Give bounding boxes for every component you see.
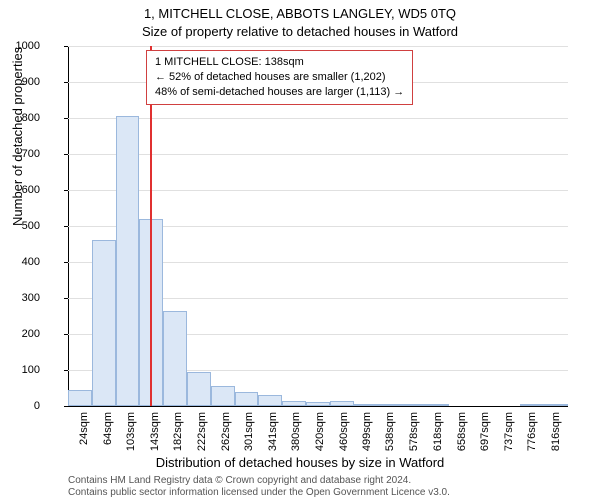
- x-tick-label: 103sqm: [125, 412, 137, 451]
- grid-line: [68, 118, 568, 119]
- x-tick-label: 816sqm: [550, 412, 562, 451]
- histogram-bar: [378, 404, 402, 406]
- grid-line: [68, 154, 568, 155]
- y-tick-label: 0: [0, 400, 40, 412]
- histogram-bar: [68, 390, 92, 406]
- x-tick-label: 460sqm: [338, 412, 350, 451]
- histogram-bar: [425, 404, 449, 406]
- histogram-bar: [187, 372, 211, 406]
- y-tick-mark: [64, 46, 68, 47]
- histogram-bar: [306, 402, 330, 406]
- histogram-bar: [544, 404, 568, 406]
- histogram-bar: [282, 401, 306, 406]
- y-tick-label: 1000: [0, 40, 40, 52]
- x-tick-label: 380sqm: [290, 412, 302, 451]
- y-tick-mark: [64, 226, 68, 227]
- chart-container: 1, MITCHELL CLOSE, ABBOTS LANGLEY, WD5 0…: [0, 0, 600, 500]
- y-tick-mark: [64, 118, 68, 119]
- x-tick-label: 262sqm: [220, 412, 232, 451]
- grid-line: [68, 406, 568, 407]
- x-tick-label: 658sqm: [456, 412, 468, 451]
- histogram-bar: [401, 404, 425, 406]
- grid-line: [68, 190, 568, 191]
- y-tick-label: 800: [0, 112, 40, 124]
- x-tick-label: 697sqm: [479, 412, 491, 451]
- x-tick-label: 737sqm: [503, 412, 515, 451]
- plot-area: 1 MITCHELL CLOSE: 138sqm ← 52% of detach…: [68, 46, 568, 406]
- annotation-line-2: ← 52% of detached houses are smaller (1,…: [155, 70, 404, 85]
- x-tick-label: 222sqm: [196, 412, 208, 451]
- x-tick-label: 538sqm: [384, 412, 396, 451]
- y-tick-mark: [64, 370, 68, 371]
- footer-copyright-1: Contains HM Land Registry data © Crown c…: [68, 475, 411, 486]
- y-tick-label: 900: [0, 76, 40, 88]
- histogram-bar: [116, 116, 140, 406]
- x-tick-label: 578sqm: [408, 412, 420, 451]
- x-tick-label: 776sqm: [526, 412, 538, 451]
- y-tick-mark: [64, 298, 68, 299]
- y-tick-mark: [64, 190, 68, 191]
- x-tick-label: 182sqm: [172, 412, 184, 451]
- y-tick-label: 500: [0, 220, 40, 232]
- histogram-bar: [92, 240, 116, 406]
- annotation-line-3: 48% of semi-detached houses are larger (…: [155, 85, 404, 100]
- y-tick-label: 400: [0, 256, 40, 268]
- grid-line: [68, 46, 568, 47]
- x-tick-label: 64sqm: [102, 412, 114, 445]
- y-tick-mark: [64, 334, 68, 335]
- y-axis-title: Number of detached properties: [10, 47, 25, 226]
- y-tick-mark: [64, 82, 68, 83]
- chart-title-address: 1, MITCHELL CLOSE, ABBOTS LANGLEY, WD5 0…: [0, 6, 600, 21]
- histogram-bar: [258, 395, 282, 406]
- x-tick-label: 420sqm: [314, 412, 326, 451]
- histogram-bar: [520, 404, 544, 406]
- y-tick-mark: [64, 262, 68, 263]
- y-tick-label: 100: [0, 364, 40, 376]
- y-tick-mark: [64, 154, 68, 155]
- x-tick-label: 24sqm: [78, 412, 90, 445]
- histogram-bar: [354, 404, 378, 406]
- chart-subtitle: Size of property relative to detached ho…: [0, 24, 600, 39]
- histogram-bar: [163, 311, 187, 406]
- annotation-box: 1 MITCHELL CLOSE: 138sqm ← 52% of detach…: [146, 50, 413, 105]
- histogram-bar: [235, 392, 259, 406]
- y-tick-label: 700: [0, 148, 40, 160]
- footer-copyright-2: Contains public sector information licen…: [68, 487, 450, 498]
- y-tick-label: 600: [0, 184, 40, 196]
- y-tick-mark: [64, 406, 68, 407]
- x-tick-label: 341sqm: [267, 412, 279, 451]
- histogram-bar: [330, 401, 354, 406]
- annotation-line-1: 1 MITCHELL CLOSE: 138sqm: [155, 55, 404, 70]
- histogram-bar: [211, 386, 235, 406]
- x-tick-label: 499sqm: [361, 412, 373, 451]
- y-tick-label: 200: [0, 328, 40, 340]
- x-tick-label: 301sqm: [243, 412, 255, 451]
- x-tick-label: 618sqm: [432, 412, 444, 451]
- x-tick-label: 143sqm: [149, 412, 161, 451]
- x-axis-title: Distribution of detached houses by size …: [0, 455, 600, 470]
- y-tick-label: 300: [0, 292, 40, 304]
